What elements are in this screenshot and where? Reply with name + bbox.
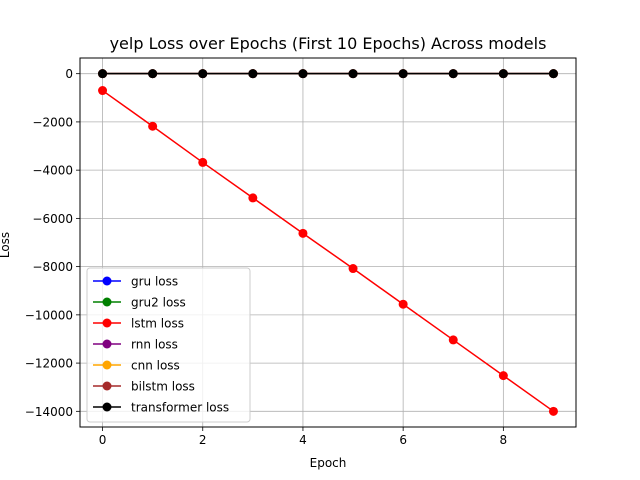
data-point [198, 69, 208, 79]
grid-lines [80, 58, 576, 427]
legend-entry: rnn loss [93, 338, 178, 352]
data-point [448, 69, 458, 79]
y-tick-label: −4000 [32, 164, 73, 178]
legend-label: gru loss [131, 275, 178, 289]
data-point [398, 299, 408, 309]
legend-swatch-marker [102, 360, 112, 370]
x-axis-label: Epoch [310, 456, 347, 470]
data-point [498, 69, 508, 79]
y-tick-label: −12000 [25, 357, 73, 371]
legend-swatch-marker [102, 318, 112, 328]
data-point [548, 406, 558, 416]
y-tick-label: −10000 [25, 308, 73, 322]
legend-label: lstm loss [131, 317, 184, 331]
x-axis-ticks: 0 2 4 6 8 [99, 427, 507, 447]
series-6 [98, 69, 558, 79]
data-point [298, 69, 308, 79]
legend-swatch-marker [102, 402, 112, 412]
y-tick-label: 0 [65, 67, 73, 81]
legend-swatch-marker [102, 339, 112, 349]
legend-label: cnn loss [131, 359, 180, 373]
legend-swatch-marker [102, 297, 112, 307]
legend-entry: gru2 loss [93, 296, 186, 310]
y-tick-label: −6000 [32, 212, 73, 226]
legend-swatch-marker [102, 276, 112, 286]
y-tick-label: −14000 [25, 405, 73, 419]
y-axis-ticks: 0 −2000 −4000 −6000 −8000 −10000 −12000 −14000 [25, 67, 80, 419]
legend-entry: gru loss [93, 275, 178, 289]
data-point [248, 69, 258, 79]
data-point [98, 86, 108, 96]
legend-label: transformer loss [131, 401, 229, 415]
legend: gru loss gru2 loss lstm loss rnn loss cnn lo… [86, 267, 251, 423]
data-point [348, 69, 358, 79]
y-tick-label: −8000 [32, 260, 73, 274]
data-point [248, 193, 258, 203]
data-point [498, 371, 508, 381]
chart-title: yelp Loss over Epochs (First 10 Epochs) … [110, 34, 547, 53]
data-point [198, 157, 208, 167]
data-point [148, 69, 158, 79]
x-tick-label: 8 [500, 433, 508, 447]
y-tick-label: −2000 [32, 115, 73, 129]
data-point [398, 69, 408, 79]
legend-swatch-marker [102, 381, 112, 391]
x-tick-label: 2 [199, 433, 207, 447]
data-point [548, 69, 558, 79]
x-tick-label: 0 [99, 433, 107, 447]
legend-entry: transformer loss [93, 401, 229, 415]
x-tick-label: 6 [399, 433, 407, 447]
x-tick-label: 4 [299, 433, 307, 447]
legend-entry: bilstm loss [93, 380, 195, 394]
y-axis-label: Loss [0, 232, 12, 258]
legend-entry: lstm loss [93, 317, 184, 331]
series-2 [98, 86, 558, 416]
legend-label: gru2 loss [131, 296, 186, 310]
legend-entry: cnn loss [93, 359, 180, 373]
data-point [148, 121, 158, 131]
series-group [98, 69, 558, 416]
series-line [102, 89, 554, 412]
data-point [298, 228, 308, 238]
data-point [98, 69, 108, 79]
legend-label: rnn loss [131, 338, 178, 352]
legend-box [86, 267, 251, 423]
axes-frame [79, 57, 577, 428]
legend-label: bilstm loss [131, 380, 195, 394]
data-point [448, 335, 458, 345]
data-point [348, 264, 358, 274]
